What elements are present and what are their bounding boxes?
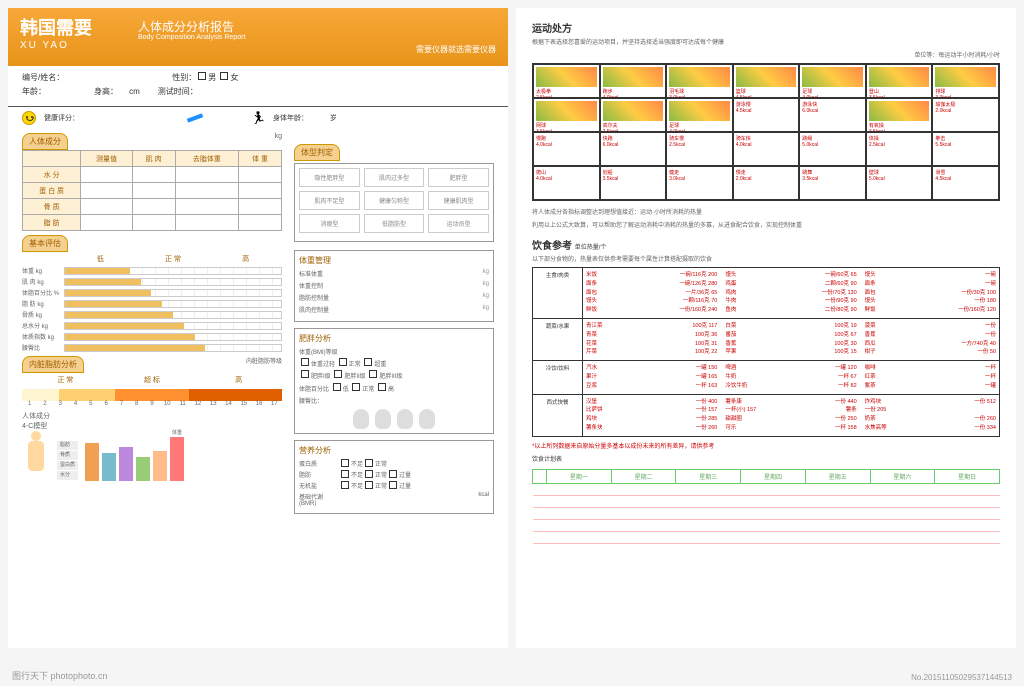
runner-icon [251, 111, 265, 125]
body-comp-table: 测量值肌 肉去脂体重体 重水 分蛋 白 质骨 质脂 肪 [22, 150, 282, 231]
report-header: 韩国需要 XU YAO 人体成分分析报告 Body Composition An… [8, 8, 508, 66]
shape-icon [353, 409, 369, 429]
plan-table: 星期一星期二星期三星期四星期五星期六星期日 [532, 469, 1000, 544]
checkbox-male[interactable] [198, 72, 206, 80]
nutrition-analysis: 营养分析 蛋白质不足 正常 脂肪不足 正常 过量 无机盐不足 正常 过量 基础代… [294, 440, 494, 514]
patient-info: 编号/姓名： 性别：男 女 年龄： 身高： cm 测试时间： [8, 66, 508, 107]
right-column: 体型判定 隐性肥胖型肌肉过多型肥胖型肌肉不足型健康匀称型健康肌肉型消瘦型低脂肪型… [294, 144, 494, 520]
food-table: 主食/肉类米饭一碗/116克 200面条一碗/126克 280面包一片/36克 … [532, 267, 1000, 437]
tagline: 需要仪器就选需要仪器 [416, 44, 496, 55]
body-figure-icon [22, 431, 50, 481]
score-row: 健康评分： 身体年龄： 岁 [8, 107, 508, 129]
smiley-icon [22, 111, 36, 125]
pen-icon [187, 113, 203, 122]
body-shapes [299, 409, 489, 429]
brand: 韩国需要 [20, 14, 496, 40]
watermark-right: No.20151105029537144513 [911, 673, 1012, 682]
report-title: 人体成分分析报告 [138, 18, 234, 35]
basic-eval: 基本评估 低正 常高 体重 kg肌 肉 kg体脂百分比 %脂 肪 kg骨质 kg… [22, 235, 282, 352]
weight-mgmt: 体重管理 标准体重kg体重控制kg脂肪控制量kg肌肉控制量kg [294, 250, 494, 322]
shape-icon [397, 409, 413, 429]
watermark-left: 图行天下 photophoto.cn [12, 669, 108, 682]
report-title-en: Body Composition Analysis Report [138, 34, 245, 41]
checkbox-female[interactable] [220, 72, 228, 80]
page-right: 运动处方 根据下表选择您喜爱的运动项目，并坚持选择适当强度即可达成每个健康 单位… [516, 8, 1016, 648]
page-left: 韩国需要 XU YAO 人体成分分析报告 Body Composition An… [8, 8, 508, 648]
fat-analysis: 肥胖分析 体重(BMI)等级 体重过轻 正常 超重 肥胖I级 肥胖II级 肥胖I… [294, 328, 494, 434]
body-type-grid: 隐性肥胖型肌肉过多型肥胖型肌肉不足型健康匀称型健康肌肉型消瘦型低脂肪型运动员型 [294, 163, 494, 242]
visceral-fat: 内脏脂肪分析内脏脂肪等级 正 常超 标高 1234567891011121314… [22, 356, 282, 407]
body-composition-section: 人体成分kg 测量值肌 肉去脂体重体 重水 分蛋 白 质骨 质脂 肪 [22, 133, 282, 231]
shape-icon [419, 409, 435, 429]
shape-icon [375, 409, 391, 429]
exercise-grid: 太极拳2.5kcal跑步4.0kcal羽毛球3.0kcal篮球4.5kcal足球… [532, 63, 1000, 201]
